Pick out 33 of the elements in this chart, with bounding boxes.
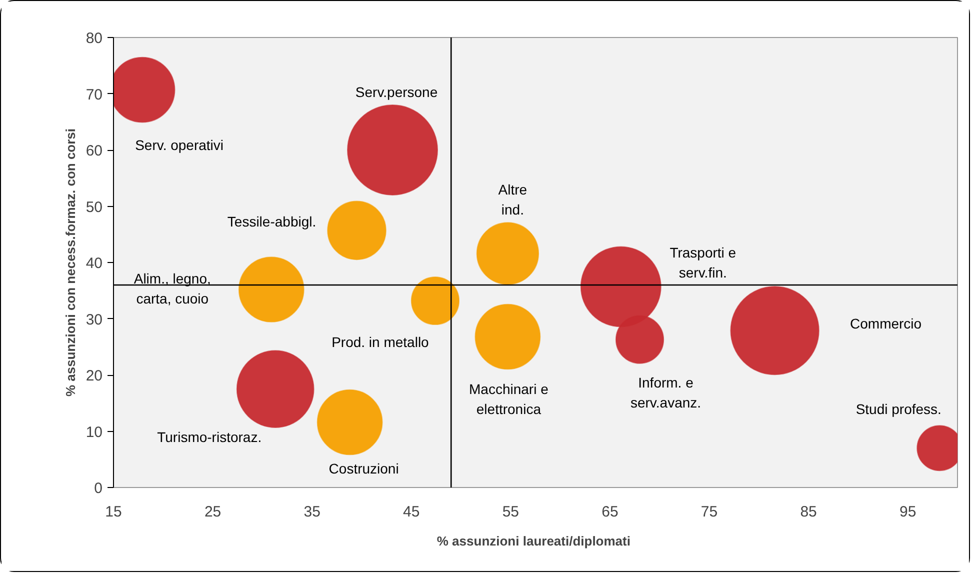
y-axis-title: % assunzioni con necess.formaz. con corsi bbox=[62, 128, 78, 397]
x-tick-label: 65 bbox=[602, 504, 618, 520]
annotation: Commercio bbox=[850, 316, 922, 332]
y-tick-label: 20 bbox=[86, 368, 103, 384]
annotation: Macchinari e elettronica bbox=[469, 380, 549, 417]
x-tick-label: 15 bbox=[105, 504, 122, 520]
annotation: Prod. in metallo bbox=[332, 334, 430, 350]
x-tick-label: 95 bbox=[900, 504, 916, 520]
annotation: Alim., legno, carta, cuoio bbox=[134, 270, 211, 306]
annotation: Serv. operativi bbox=[135, 136, 224, 153]
annotation: Trasporti e serv.fin. bbox=[670, 244, 736, 281]
y-tick-label: 30 bbox=[86, 311, 103, 328]
y-tick-label: 40 bbox=[86, 255, 103, 272]
y-tick-label: 50 bbox=[86, 198, 103, 216]
annotation: Serv.persone bbox=[355, 84, 438, 100]
x-tick-label: 45 bbox=[403, 504, 420, 520]
annotation: Costruzioni bbox=[328, 460, 399, 476]
x-tick-label: 75 bbox=[700, 504, 718, 520]
x-tick-label: 55 bbox=[502, 504, 520, 520]
x-tick-label: 25 bbox=[204, 504, 222, 520]
x-axis-title: % assunzioni laureati/diplomati bbox=[436, 534, 630, 548]
x-tick-label: 35 bbox=[304, 504, 320, 520]
annotation: Turismo-ristoraz. bbox=[157, 429, 262, 446]
y-tick-label: 0 bbox=[94, 480, 102, 497]
y-tick-label: 60 bbox=[86, 142, 103, 160]
annotation: Altre ind. bbox=[498, 182, 528, 218]
annotation: Tessile-abbigl. bbox=[227, 213, 316, 230]
x-tick-label: 85 bbox=[800, 504, 817, 520]
y-tick-label: 70 bbox=[86, 86, 103, 104]
annotation: Studi profess. bbox=[856, 401, 942, 418]
y-tick-label: 80 bbox=[86, 30, 103, 47]
annotation: Inform. e serv.avanz. bbox=[630, 374, 702, 411]
y-tick-label: 10 bbox=[86, 424, 103, 441]
